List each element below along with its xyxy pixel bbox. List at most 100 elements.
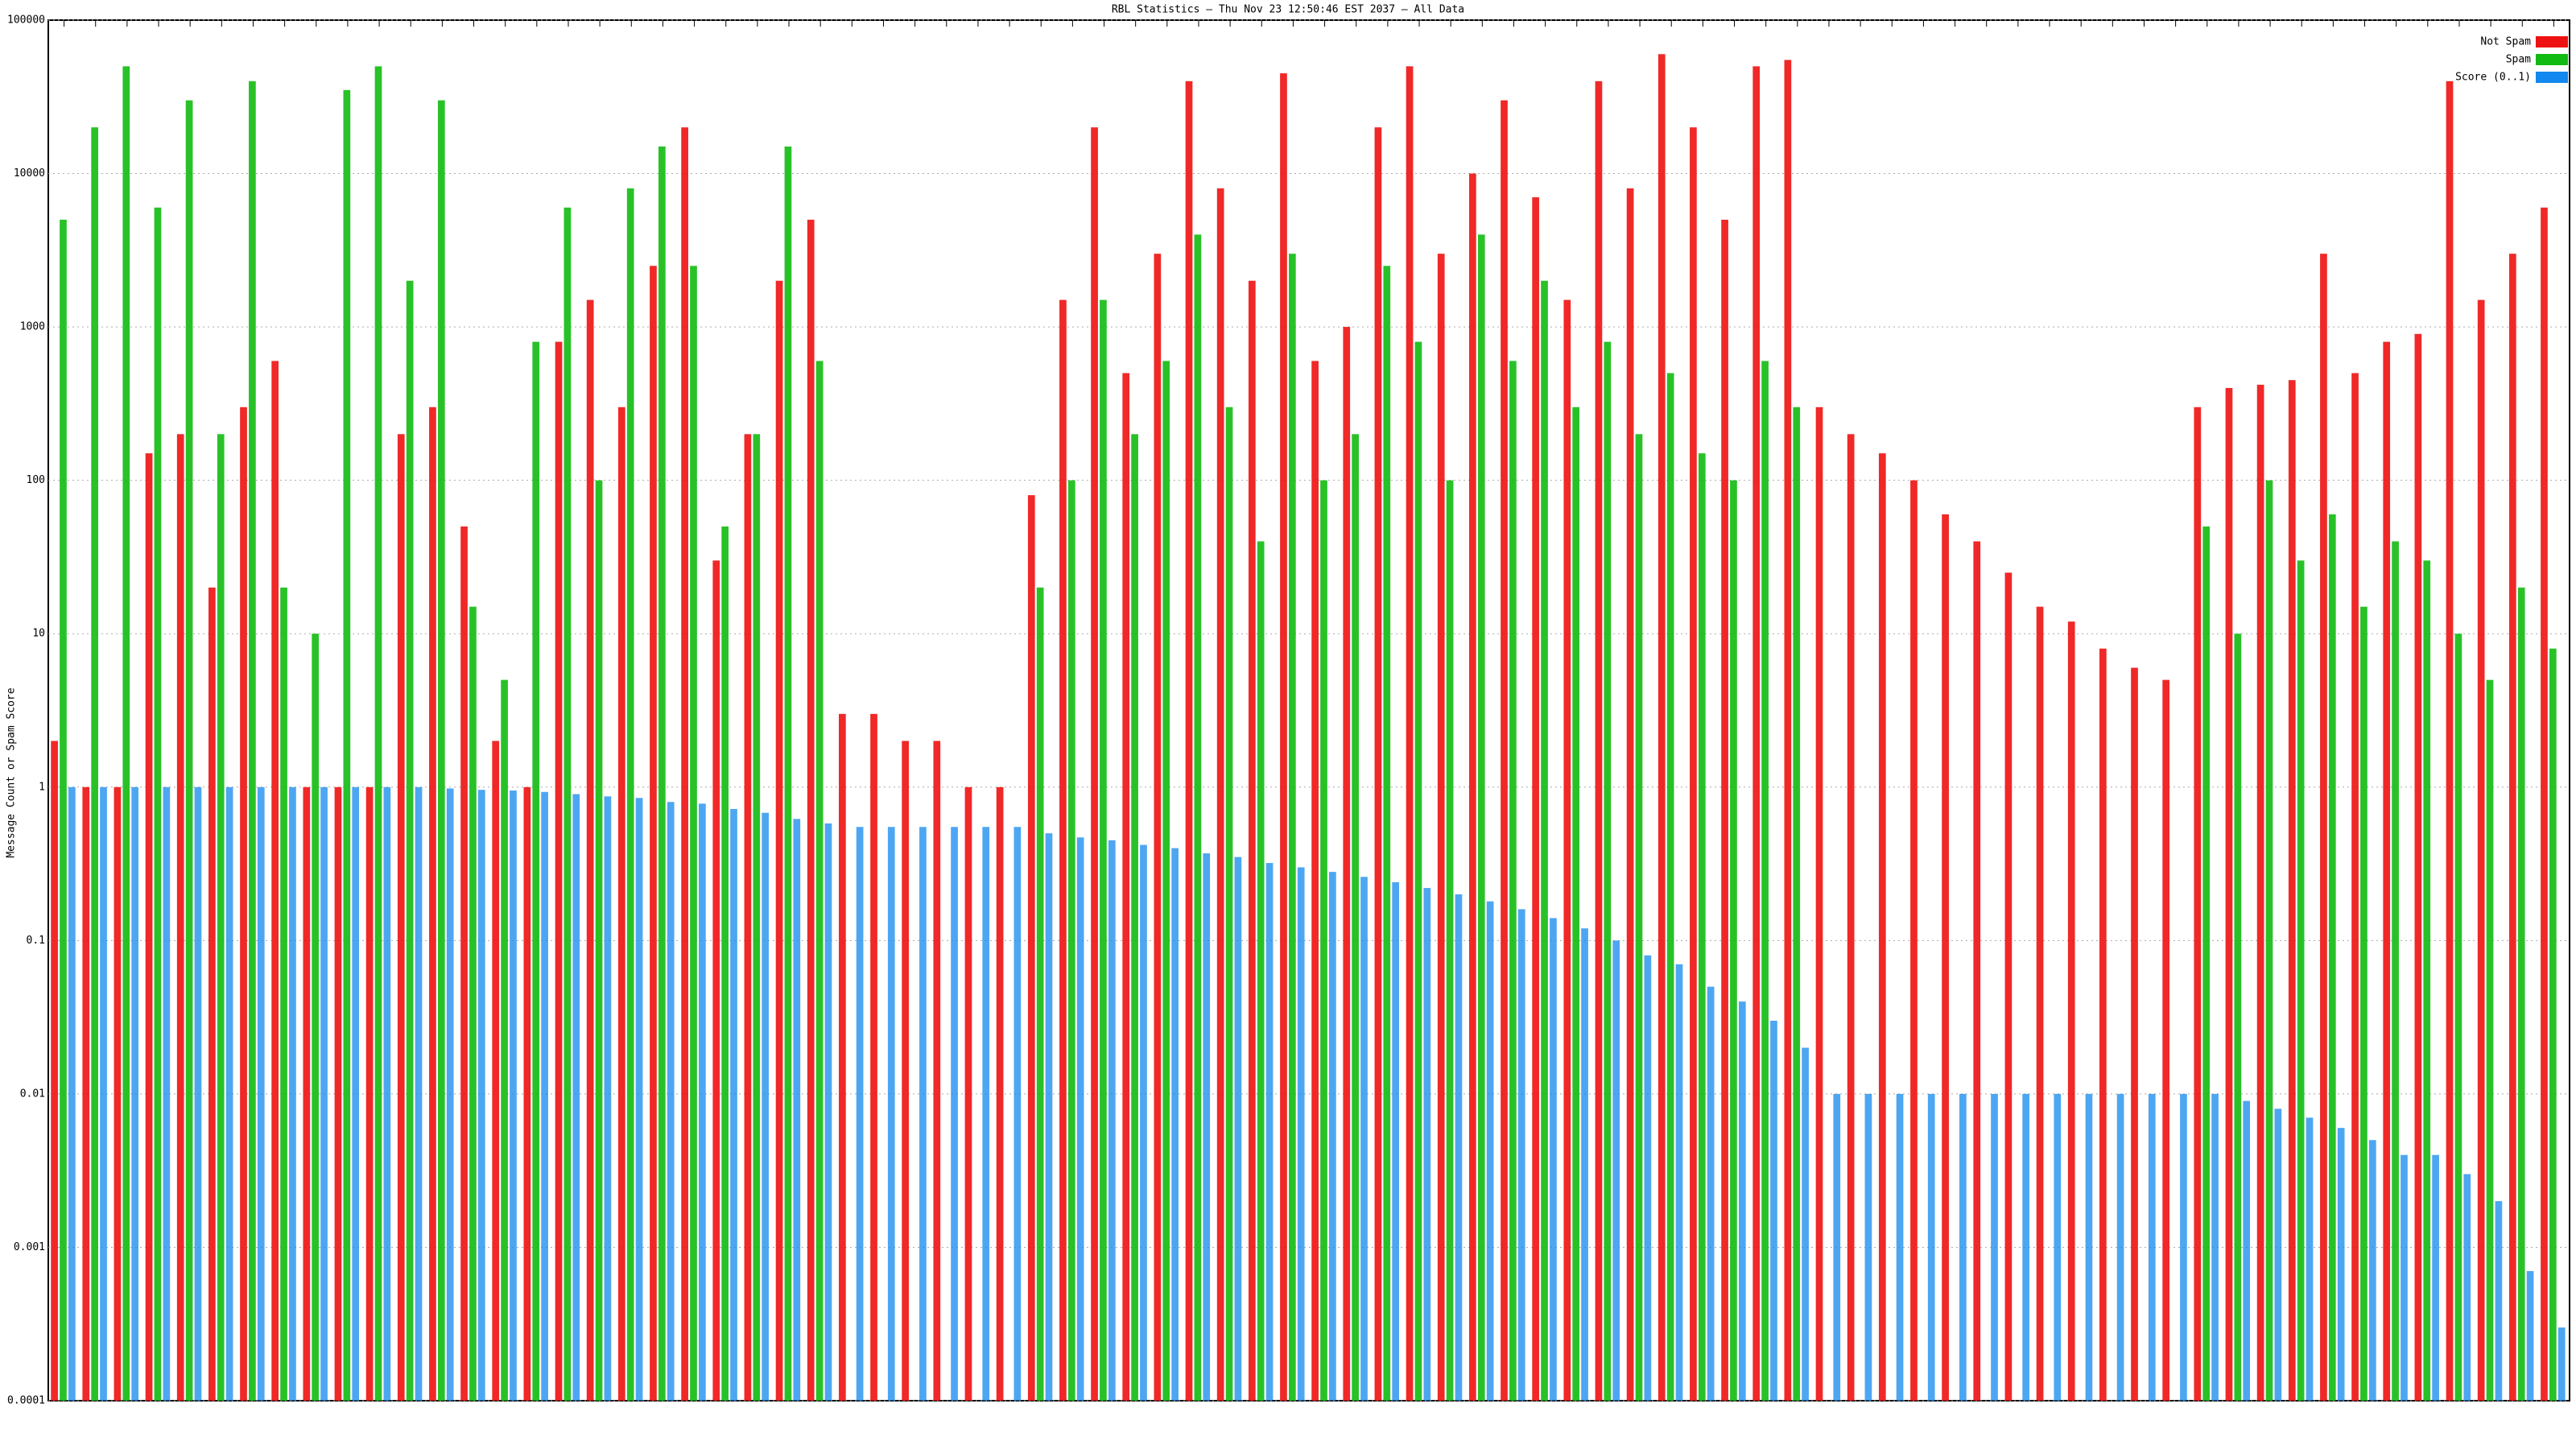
bar (1644, 955, 1652, 1401)
bar (586, 299, 594, 1402)
bar (1154, 254, 1162, 1401)
bar (2234, 634, 2242, 1401)
y-tick-label: 1 (39, 781, 45, 793)
bar (2517, 587, 2525, 1401)
bar (1265, 863, 1274, 1401)
bar (271, 361, 279, 1401)
bar (1455, 894, 1463, 1401)
bar (1815, 407, 1823, 1402)
legend-swatch (2536, 36, 2568, 47)
bar (60, 219, 67, 1402)
bar (681, 127, 688, 1401)
bar (240, 407, 247, 1402)
bar (2423, 560, 2431, 1401)
bar (1248, 280, 1256, 1401)
bar (2243, 1100, 2251, 1401)
bar (397, 434, 405, 1401)
bar (1612, 940, 1620, 1401)
bar (1635, 434, 1643, 1401)
bar (2432, 1154, 2439, 1401)
bar (650, 266, 657, 1401)
bar (2392, 541, 2399, 1401)
bar (2194, 407, 2202, 1402)
bar (1203, 853, 1211, 1401)
bar (712, 560, 720, 1401)
bar (51, 741, 58, 1401)
bar (532, 341, 540, 1401)
bar (1013, 827, 1022, 1401)
bar (2099, 648, 2107, 1401)
bar (1131, 434, 1138, 1401)
bar (1414, 341, 1422, 1401)
bar (1675, 964, 1683, 1401)
bar (658, 147, 666, 1402)
bar (415, 786, 423, 1401)
bar (2067, 621, 2075, 1401)
bar (2328, 514, 2336, 1401)
bar (303, 786, 311, 1401)
bar (374, 66, 382, 1402)
bar (1320, 480, 1327, 1401)
bar (249, 80, 256, 1401)
bar (699, 803, 706, 1401)
bar (1991, 1093, 1998, 1401)
bar (784, 147, 792, 1402)
bar (1707, 986, 1715, 1401)
legend-label: Score (0..1) (2455, 72, 2531, 84)
bar (2131, 667, 2138, 1401)
bar (2256, 384, 2264, 1401)
bar (1059, 299, 1067, 1402)
bar (1896, 1093, 1904, 1401)
bar (2054, 1093, 2062, 1401)
legend-label: Not Spam (2480, 36, 2531, 48)
bar (1100, 299, 1107, 1402)
bar (1185, 80, 1193, 1401)
bar (1329, 872, 1336, 1401)
bar (2541, 207, 2548, 1401)
bar (1162, 361, 1170, 1401)
bar (1626, 188, 1634, 1401)
bar (312, 634, 320, 1401)
bar (176, 434, 184, 1401)
bar (1770, 1020, 1777, 1401)
bar (667, 802, 675, 1401)
bar (996, 786, 1004, 1401)
bar (1437, 254, 1445, 1401)
y-tick-label: 0.1 (27, 935, 45, 947)
bar (1802, 1047, 1809, 1401)
y-tick-label: 0.0001 (7, 1395, 45, 1407)
bar (902, 741, 910, 1401)
bar (1563, 299, 1571, 1402)
bar (1959, 1093, 1967, 1401)
bar (1847, 434, 1855, 1401)
bar (1864, 1093, 1872, 1401)
bar (217, 434, 225, 1401)
bar (2265, 480, 2273, 1401)
legend-label: Spam (2506, 54, 2531, 66)
bar (1927, 1093, 1935, 1401)
bar (604, 796, 612, 1401)
bar (1604, 341, 1612, 1401)
bar (280, 587, 287, 1401)
legend-swatch (2536, 54, 2568, 65)
bar (2454, 634, 2462, 1401)
bar (541, 791, 548, 1401)
bar (1446, 480, 1454, 1401)
bar (572, 794, 580, 1401)
bar (1690, 127, 1697, 1401)
chart-title: RBL Statistics — Thu Nov 23 12:50:46 EST… (1112, 4, 1464, 16)
bar (2337, 1128, 2345, 1401)
bar (1581, 928, 1588, 1401)
bar (2383, 341, 2391, 1401)
bar (1752, 66, 1761, 1402)
bar (919, 827, 927, 1401)
bar (1666, 373, 1674, 1401)
bar (617, 407, 625, 1402)
bar (635, 798, 643, 1401)
bar (2148, 1093, 2156, 1401)
bar (815, 361, 824, 1401)
bar (1257, 541, 1265, 1401)
bar (334, 786, 342, 1401)
y-tick-label: 0.001 (14, 1241, 45, 1253)
bar (1280, 73, 1287, 1402)
